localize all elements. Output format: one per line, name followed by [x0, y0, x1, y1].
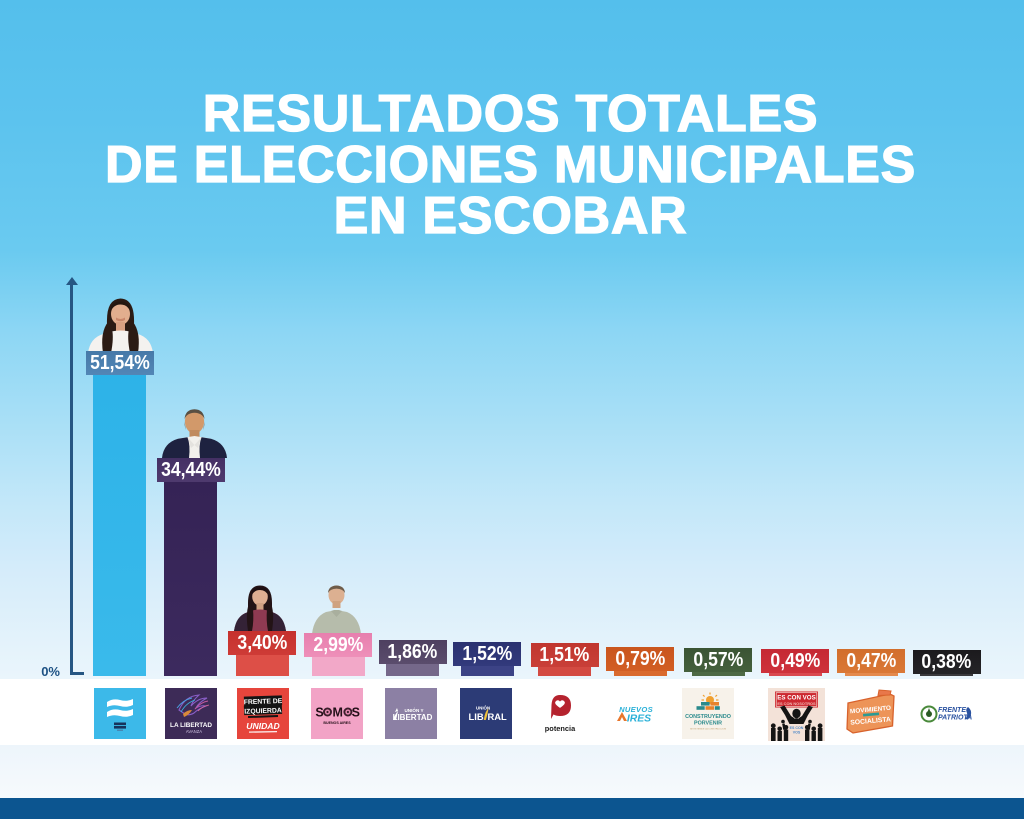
svg-text:BUENOS AIRES: BUENOS AIRES: [323, 721, 351, 725]
svg-text:M: M: [332, 706, 342, 720]
svg-text:LA LIBERTAD: LA LIBERTAD: [170, 722, 212, 729]
svg-text:CONSTRUYENDO: CONSTRUYENDO: [685, 714, 731, 720]
svg-text:FRENTE: FRENTE: [938, 707, 966, 714]
svg-text:SE EXTIENDE LA CONSTRUCCION: SE EXTIENDE LA CONSTRUCCION: [690, 728, 727, 731]
svg-text:AVANZA: AVANZA: [185, 729, 201, 734]
svg-text:S: S: [315, 706, 323, 720]
svg-text:PATRIOTA: PATRIOTA: [938, 715, 972, 722]
svg-text:LIBERTAD: LIBERTAD: [393, 713, 433, 722]
svg-text:PORVENIR: PORVENIR: [694, 721, 722, 727]
svg-text:VOS: VOS: [793, 731, 801, 735]
svg-text:S: S: [352, 706, 360, 720]
svg-text:ES CON NOSOTROS: ES CON NOSOTROS: [777, 701, 816, 706]
svg-text:ES CON VOS: ES CON VOS: [777, 695, 816, 702]
svg-text:UNIDAD: UNIDAD: [246, 721, 279, 731]
svg-text:potencia: potencia: [544, 724, 575, 733]
svg-text:LIB: LIB: [469, 711, 484, 722]
svg-text:IZQUIERDA: IZQUIERDA: [244, 707, 282, 715]
svg-text:SOCIALISTA: SOCIALISTA: [850, 716, 891, 727]
svg-text:ES CON: ES CON: [790, 726, 804, 730]
svg-text:RAL: RAL: [488, 711, 508, 722]
svg-text:NUEVOS: NUEVOS: [619, 705, 653, 714]
svg-text:FRENTE DE: FRENTE DE: [243, 698, 282, 706]
svg-text:IRES: IRES: [626, 714, 650, 725]
svg-text:UNIÓN: UNIÓN: [476, 706, 490, 711]
svg-text:UNIÓN Y: UNIÓN Y: [404, 706, 423, 713]
svg-text:MOVIMIENTO: MOVIMIENTO: [850, 705, 892, 716]
